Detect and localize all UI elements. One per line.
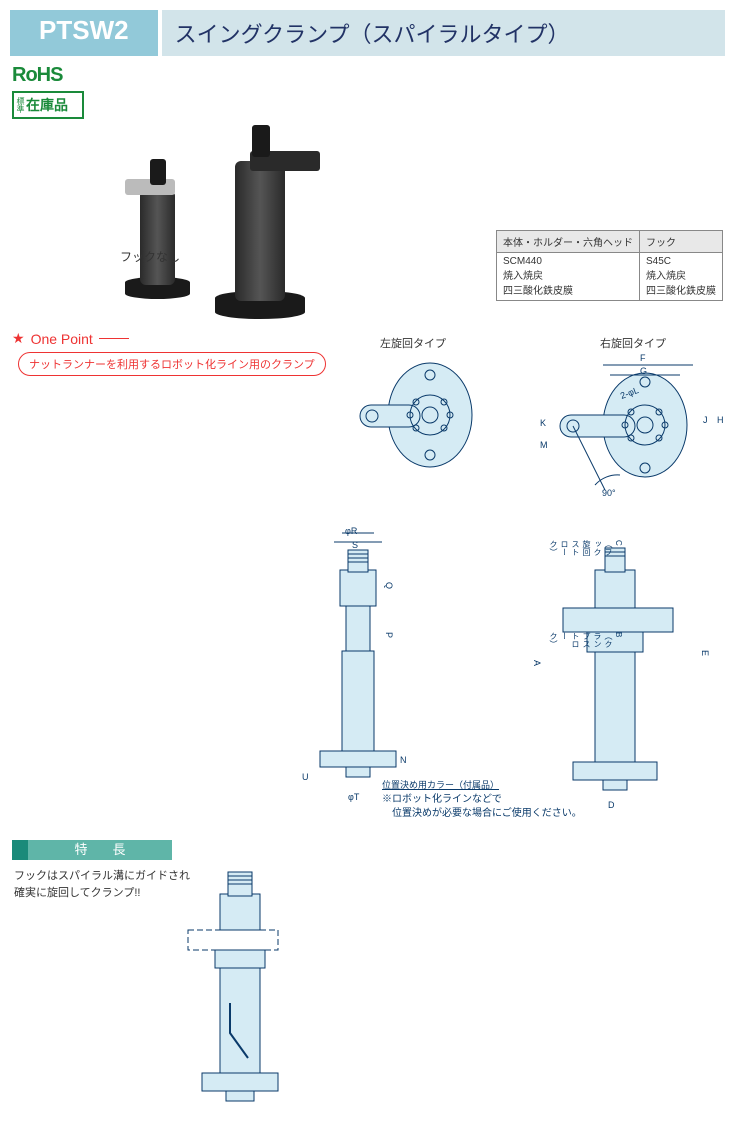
features-bar-mark [12,840,28,860]
features-text: フックはスパイラル溝にガイドされ 確実に旋回してクランプ!! [14,868,190,901]
diagram-features [170,858,310,1118]
title-badge: スイングクランプ（スパイラルタイプ） [162,10,725,56]
one-point-line [99,338,129,339]
dim-90: 90° [602,488,616,498]
dim-B: B（クランプストローク） [548,632,623,648]
features-bar: 特 長 [12,840,172,860]
material-th-body: 本体・ホルダー・六角ヘッド [497,231,640,253]
dim-F: F [640,353,646,363]
diagram-top-left [330,360,490,490]
features-heading: 特 長 [28,840,172,860]
caption-hookless: フックなし [120,248,180,265]
dim-K: K [540,418,546,428]
one-point-text: ナットランナーを利用するロボット化ライン用のクランプ [18,352,326,376]
dim-E: E [700,650,710,656]
material-hook-cell: S45C 焼入焼戻 四三酸化鉄皮膜 [640,253,723,301]
header-row: PTSW2 スイングクランプ（スパイラルタイプ） [0,0,735,56]
dim-Q: Q [384,582,394,589]
model-badge: PTSW2 [10,10,158,56]
dim-A: A [532,660,542,666]
collar-note: ※ロボット化ラインなどで 位置決めが必要な場合にご使用ください。 [382,793,582,821]
dim-G: G [640,366,647,376]
collar-label: 位置決め用カラー（付属品） [382,778,499,791]
one-point-row: ★ One Point [12,330,129,347]
one-point-label: One Point [31,331,93,347]
dim-P: P [384,632,394,638]
dim-D: D [608,800,615,810]
dim-H: H [717,415,724,425]
label-right-rotation: 右旋回タイプ [600,335,666,351]
dim-M: M [540,440,548,450]
dim-U: U [302,772,309,782]
product-photo-large [210,119,310,319]
dim-phiT: φT [348,792,359,802]
dim-J: J [703,415,708,425]
dim-N: N [400,755,407,765]
material-th-hook: フック [640,231,723,253]
material-table: 本体・ホルダー・六角ヘッド フック SCM440 焼入焼戻 四三酸化鉄皮膜 S4… [496,230,723,301]
diagram-side-right [525,520,725,810]
label-left-rotation: 左旋回タイプ [380,335,446,351]
product-photo-small [120,149,195,299]
dim-phiR: φR [345,526,357,536]
material-body-cell: SCM440 焼入焼戻 四三酸化鉄皮膜 [497,253,640,301]
dim-S: S [352,540,358,550]
star-icon: ★ [12,330,25,347]
diagram-top-right [535,360,725,510]
diagram-side-left [270,530,440,800]
dim-C: C（フック旋回ストローク） [548,540,623,556]
